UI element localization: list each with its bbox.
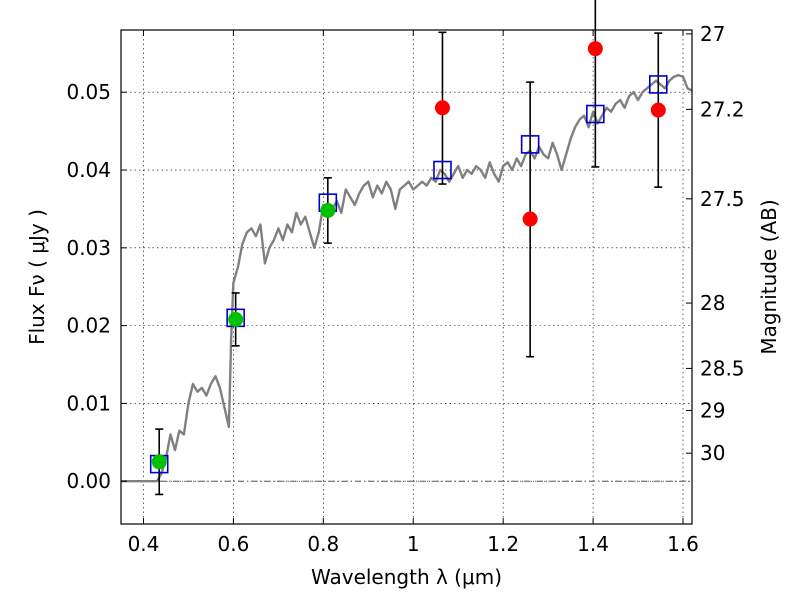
y2-tick-label: 29 bbox=[700, 398, 725, 422]
observed-point-red bbox=[434, 100, 450, 116]
y2-tick-label: 28 bbox=[700, 291, 725, 315]
y2-tick-label: 28.5 bbox=[700, 356, 745, 380]
y-tick-label: 0.01 bbox=[66, 391, 111, 415]
observed-point-red bbox=[650, 102, 666, 118]
y2-tick-label: 27 bbox=[700, 22, 725, 46]
axes-frame bbox=[120, 29, 693, 525]
observed-point-red bbox=[587, 41, 603, 57]
observed-point-green bbox=[151, 454, 167, 470]
x-tick-label: 1.2 bbox=[487, 532, 519, 556]
y-tick-label: 0.05 bbox=[66, 80, 111, 104]
y2-tick-label: 27.2 bbox=[700, 97, 745, 121]
y-axis-label: Flux Fν ( μJy ) bbox=[25, 209, 49, 345]
y2-tick-label: 27.5 bbox=[700, 187, 745, 211]
model-photometry-square bbox=[586, 104, 605, 124]
observed-point-red bbox=[522, 211, 538, 227]
x-tick-label: 0.8 bbox=[307, 532, 339, 556]
x-axis-label: Wavelength λ (μm) bbox=[311, 565, 502, 589]
plot-area bbox=[121, 0, 693, 496]
observed-point-green bbox=[320, 202, 336, 218]
model-photometry-square bbox=[520, 135, 540, 154]
y2-axis-label: Magnitude (AB) bbox=[757, 199, 781, 354]
x-tick-label: 1.6 bbox=[667, 532, 699, 556]
x-tick-label: 1 bbox=[407, 532, 420, 556]
y-tick-label: 0.00 bbox=[66, 469, 111, 493]
ticks: 0.4 0.6 0.8 1 1.2 1.4 1.6 0.00 0.01 0.02 0.03 0.04 0… bbox=[66, 22, 744, 556]
model-photometry-square bbox=[433, 160, 452, 180]
x-tick-label: 1.4 bbox=[577, 532, 609, 556]
y-tick-label: 0.02 bbox=[66, 314, 111, 338]
x-tick-label: 0.6 bbox=[217, 532, 249, 556]
y2-tick-label: 30 bbox=[700, 441, 725, 465]
y-tick-label: 0.03 bbox=[66, 236, 111, 260]
model-spectrum-line bbox=[121, 73, 693, 483]
x-tick-label: 0.4 bbox=[128, 532, 160, 556]
model-photometry-square bbox=[648, 75, 668, 94]
y-tick-label: 0.04 bbox=[66, 158, 111, 182]
observed-point-green bbox=[228, 311, 244, 327]
